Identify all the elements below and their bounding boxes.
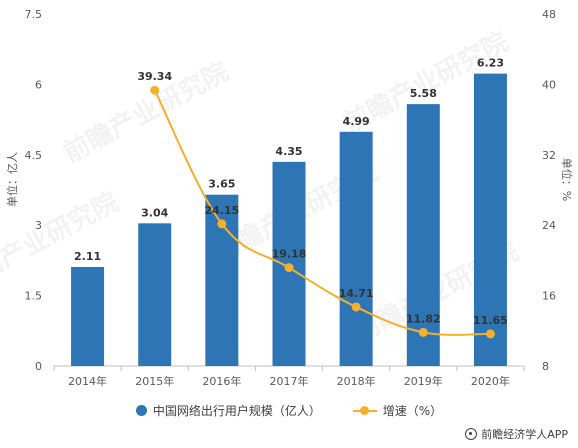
y-left-tick-label: 6 <box>35 78 42 91</box>
line-value-label: 11.82 <box>406 312 441 325</box>
line-value-label: 24.15 <box>204 204 239 217</box>
bar-series-swatch-icon <box>135 405 147 416</box>
bar <box>406 104 440 366</box>
line-point <box>284 263 294 273</box>
bar-value-label: 3.04 <box>141 206 168 219</box>
data-labels: 2.11 3.04 3.65 4.35 4.99 5.58 6.23 39.34 24.15 19… <box>74 57 508 327</box>
y-left-tick-label: 0 <box>35 360 42 373</box>
x-tick-label: 2015年 <box>135 374 174 388</box>
legend-item-bar[interactable]: 中国网络出行用户规模（亿人） <box>135 402 321 419</box>
bar <box>339 131 373 366</box>
bar-value-label: 5.58 <box>410 87 437 100</box>
bar <box>71 266 105 366</box>
x-tick-label: 2019年 <box>404 374 443 388</box>
y-right-tick-label: 16 <box>542 290 556 303</box>
line-point <box>217 219 227 229</box>
bar <box>138 223 172 366</box>
source-text: 前瞻经济学人APP <box>481 428 568 441</box>
y-left-axis-title: 单位：亿人 <box>5 152 19 207</box>
y-right-tick-label: 48 <box>542 8 556 21</box>
line-value-label: 14.71 <box>339 287 374 300</box>
y-right-axis-title: 单位：% <box>560 158 574 201</box>
line-point <box>150 85 160 95</box>
y-left-tick-label: 1.5 <box>25 290 43 303</box>
y-left-tick-label: 7.5 <box>25 8 43 21</box>
bar <box>473 73 507 366</box>
x-tick-label: 2017年 <box>270 374 309 388</box>
y-left-tick-label: 3 <box>35 219 42 232</box>
line-value-label: 19.18 <box>272 248 307 261</box>
y-right-tick-label: 8 <box>542 360 549 373</box>
line-point <box>485 329 495 339</box>
bar-value-label: 3.65 <box>208 178 235 191</box>
bar-value-label: 4.99 <box>343 115 370 128</box>
x-tick-label: 2020年 <box>471 374 510 388</box>
bar-value-label: 4.35 <box>275 145 302 158</box>
legend-item-line[interactable]: 增速（%） <box>352 402 443 419</box>
y-right-tick-label: 24 <box>542 219 556 232</box>
x-tick-label: 2016年 <box>202 374 241 388</box>
line-value-label: 39.34 <box>137 70 172 83</box>
y-left-tick-label: 4.5 <box>25 149 43 162</box>
line-point <box>351 302 361 312</box>
at-icon <box>465 428 478 440</box>
x-tick-label: 2014年 <box>68 374 107 388</box>
line-point <box>418 327 428 337</box>
legend: 中国网络出行用户规模（亿人） 增速（%） <box>0 402 578 419</box>
axes: 2014年 2015年 2016年 2017年 2018年 2019年 2020年 0 1.5 3… <box>5 8 574 388</box>
y-right-tick-label: 40 <box>542 78 556 91</box>
bar-value-label: 2.11 <box>74 250 101 263</box>
source-credit: 前瞻经济学人APP <box>465 426 568 442</box>
legend-bar-label: 中国网络出行用户规模（亿人） <box>152 404 321 418</box>
y-right-tick-label: 32 <box>542 149 556 162</box>
line-series <box>150 85 495 339</box>
line-series-swatch-icon <box>352 405 377 416</box>
legend-line-label: 增速（%） <box>382 404 443 418</box>
x-tick-label: 2018年 <box>337 374 376 388</box>
line-value-label: 11.65 <box>473 314 508 327</box>
bar-value-label: 6.23 <box>477 57 504 70</box>
